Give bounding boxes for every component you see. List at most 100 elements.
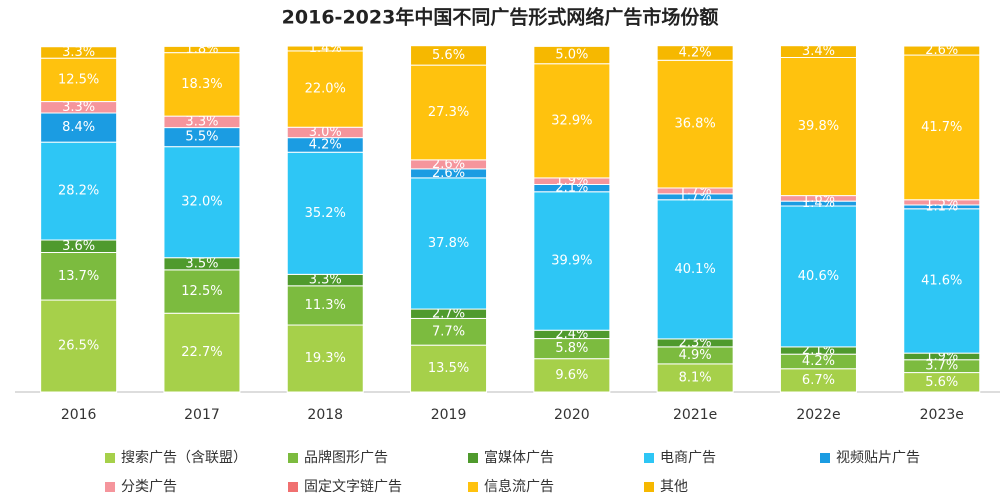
value-label: 28.2%: [58, 184, 99, 199]
value-label: 3.7%: [925, 359, 958, 374]
legend-swatch: [468, 453, 478, 463]
x-tick-label: 2019: [431, 407, 467, 423]
legend-label: 视频贴片广告: [836, 450, 920, 466]
value-label: 1.8%: [185, 42, 218, 57]
legend-swatch: [105, 482, 115, 492]
value-label: 40.1%: [674, 262, 715, 277]
legend-swatch: [644, 453, 654, 463]
value-label: 35.2%: [305, 206, 346, 221]
value-label: 36.8%: [674, 117, 715, 132]
bar-segment: [410, 317, 488, 346]
value-label: 26.5%: [58, 339, 99, 354]
value-label: 5.0%: [555, 48, 588, 63]
bar-segment: [163, 312, 241, 393]
bar-segment: [40, 46, 118, 59]
value-label: 3.3%: [62, 45, 95, 60]
value-label: 37.8%: [428, 236, 469, 251]
legend-label: 其他: [660, 479, 688, 495]
value-label: 3.3%: [185, 114, 218, 129]
bar-segment: [163, 45, 241, 54]
bar-segment: [40, 299, 118, 393]
bar-segment: [779, 205, 857, 348]
value-label: 3.6%: [62, 239, 95, 254]
value-label: 11.3%: [305, 298, 346, 313]
value-label: 22.7%: [181, 345, 222, 360]
value-label: 2.6%: [432, 157, 465, 172]
legend-label: 品牌图形广告: [304, 449, 388, 466]
chart-title: 2016-2023年中国不同广告形式网络广告市场份额: [282, 6, 719, 29]
bar-segment: [410, 344, 488, 393]
legend-label: 富媒体广告: [484, 449, 554, 466]
legend-label: 固定文字链广告: [304, 479, 402, 495]
legend-swatch: [468, 482, 478, 492]
value-label: 3.4%: [802, 44, 835, 59]
value-label: 40.6%: [798, 269, 839, 284]
bar-segment: [163, 52, 241, 117]
value-label: 4.2%: [802, 354, 835, 369]
value-label: 7.7%: [432, 324, 465, 339]
value-label: 12.5%: [58, 72, 99, 87]
value-label: 32.9%: [551, 113, 592, 128]
bar-segment: [286, 151, 364, 275]
legend-label: 电商广告: [660, 450, 716, 466]
value-label: 4.2%: [679, 45, 712, 60]
legend-label: 搜索广告（含联盟）: [121, 449, 247, 466]
bar-segment: [656, 45, 734, 61]
legend-swatch: [820, 453, 830, 463]
value-label: 41.6%: [921, 273, 962, 288]
bar-segment: [286, 324, 364, 393]
value-label: 2.7%: [432, 306, 465, 321]
x-tick-label: 2016: [61, 407, 97, 423]
legend-swatch: [644, 482, 654, 492]
value-label: 5.6%: [432, 48, 465, 63]
value-label: 3.0%: [309, 125, 342, 140]
legend-swatch: [105, 453, 115, 463]
value-label: 3.3%: [309, 273, 342, 288]
value-label: 2.6%: [432, 166, 465, 181]
bar-segment: [410, 45, 488, 66]
value-label: 5.6%: [925, 375, 958, 390]
value-label: 13.7%: [58, 269, 99, 284]
value-label: 41.7%: [921, 120, 962, 135]
bar-segment: [40, 252, 118, 301]
value-label: 9.6%: [555, 368, 588, 383]
bar-segment: [410, 177, 488, 310]
value-label: 5.8%: [555, 341, 588, 356]
bar-segment: [286, 50, 364, 128]
bar-segment: [656, 199, 734, 340]
bar-segment: [40, 112, 118, 143]
value-label: 18.3%: [181, 77, 222, 92]
x-tick-label: 2023e: [920, 407, 964, 423]
bar-segment: [533, 191, 611, 331]
legend-swatch: [288, 482, 298, 492]
bar-segment: [656, 59, 734, 189]
x-tick-label: 2021e: [673, 407, 717, 423]
value-label: 39.8%: [798, 119, 839, 134]
bar-segment: [533, 63, 611, 179]
value-label: 2.6%: [925, 43, 958, 58]
x-tick-label: 2018: [307, 407, 343, 423]
bar-segment: [779, 45, 857, 58]
legend-label: 信息流广告: [484, 478, 554, 495]
legend-swatch: [288, 453, 298, 463]
bar-segment: [286, 285, 364, 326]
x-tick-label: 2017: [184, 407, 220, 423]
value-label: 19.3%: [305, 351, 346, 366]
value-label: 3.3%: [62, 100, 95, 115]
bar-segment: [40, 141, 118, 241]
value-label: 8.1%: [679, 370, 712, 385]
value-label: 22.0%: [305, 82, 346, 97]
bar-segment: [40, 57, 118, 103]
value-label: 5.5%: [185, 130, 218, 145]
value-label: 12.5%: [181, 284, 222, 299]
bar-segment: [533, 45, 611, 65]
value-label: 32.0%: [181, 195, 222, 210]
bar-segment: [903, 208, 981, 354]
value-label: 4.9%: [679, 348, 712, 363]
value-label: 6.7%: [802, 373, 835, 388]
bar-segment: [163, 146, 241, 259]
bar-segment: [903, 54, 981, 201]
value-label: 3.5%: [185, 256, 218, 271]
bar-segment: [286, 45, 364, 52]
